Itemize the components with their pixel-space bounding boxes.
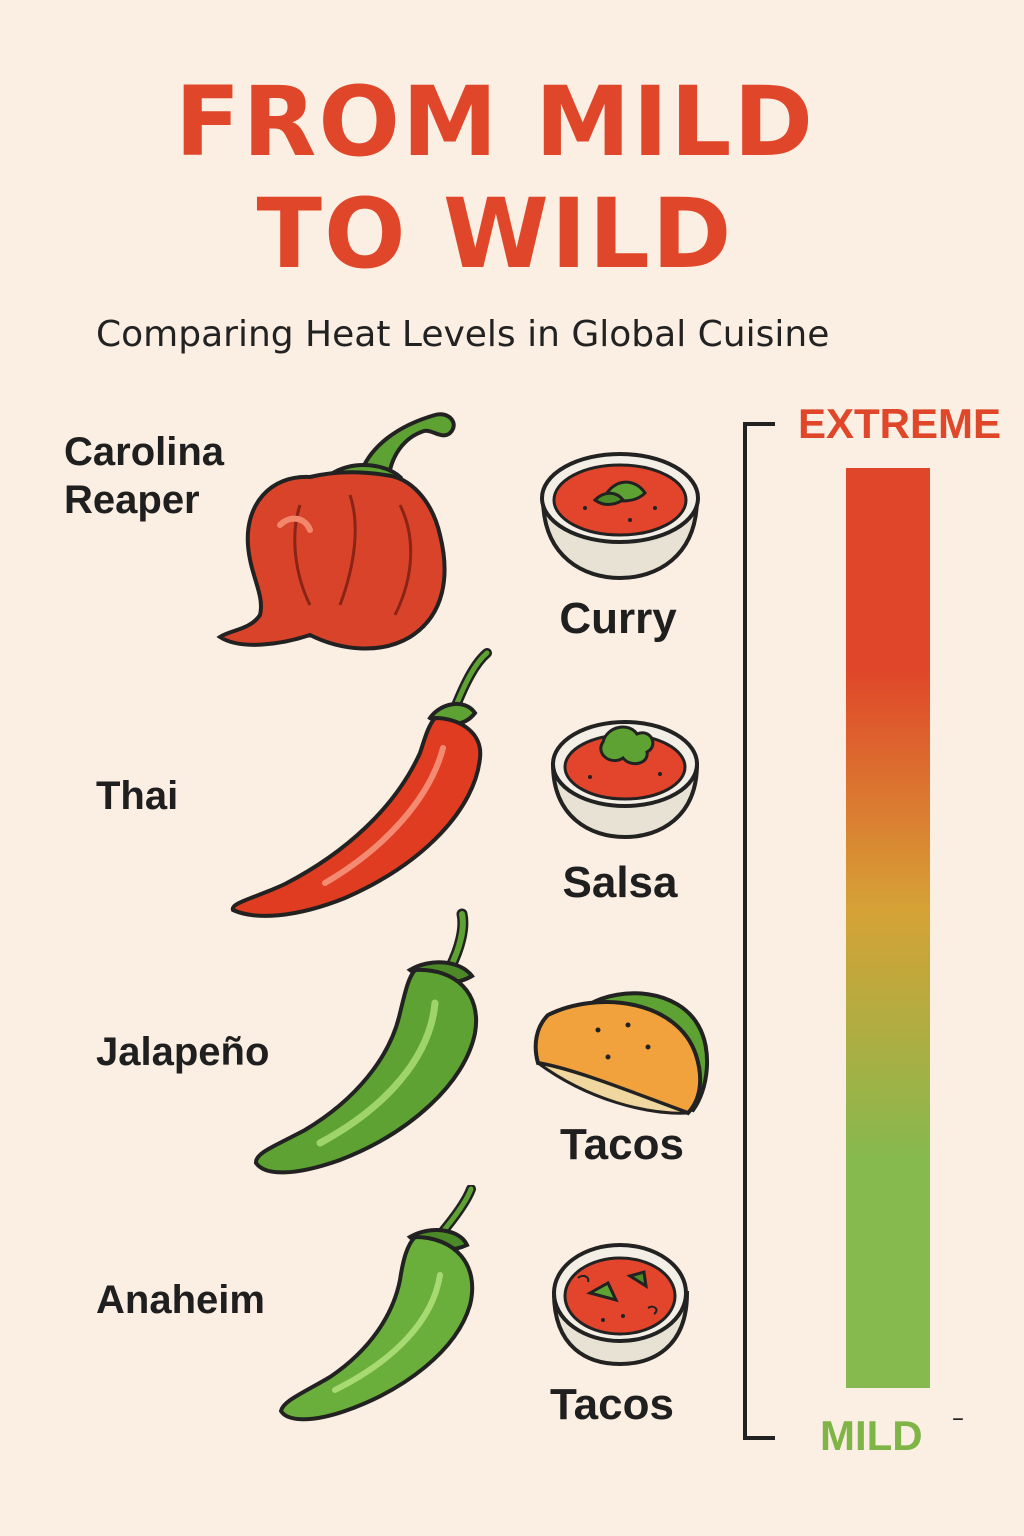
- title-line-1: FROM MILD: [174, 66, 816, 178]
- pepper-name-carolina-reaper: Carolina Reaper: [64, 428, 224, 524]
- title-line-2: TO WILD: [256, 178, 734, 290]
- scale-label-mild: MILD: [820, 1412, 923, 1459]
- carolina-reaper-pepper-icon: [216, 412, 456, 651]
- curry-bowl-icon: [540, 452, 700, 581]
- scale-label-extreme: EXTREME: [798, 400, 1002, 447]
- dish-name-salsa: Salsa: [562, 858, 678, 907]
- scale-bottom-mark: –: [952, 1404, 964, 1432]
- pepper-name-thai: Thai: [96, 774, 179, 818]
- jalapeno-pepper-icon: [254, 908, 479, 1175]
- page-subtitle: Comparing Heat Levels in Global Cuisine: [96, 314, 830, 355]
- dish-name-tacos: Tacos: [560, 1120, 684, 1169]
- thai-chili-pepper-icon: [230, 648, 492, 918]
- pepper-name-anaheim: Anaheim: [96, 1278, 265, 1322]
- pepper-name-line: Carolina: [64, 430, 225, 474]
- soup-bowl-icon: [551, 1243, 690, 1367]
- pepper-name-jalapeno: Jalapeño: [96, 1030, 270, 1074]
- scale-bracket: [743, 422, 775, 1440]
- salsa-bowl-icon: [550, 720, 700, 840]
- heat-gradient-bar: [846, 468, 930, 1388]
- page-title: FROM MILD TO WILD: [0, 66, 990, 290]
- taco-icon: [533, 991, 710, 1116]
- anaheim-pepper-icon: [278, 1185, 476, 1422]
- dish-name-curry: Curry: [559, 594, 677, 643]
- dish-name-tacos-2: Tacos: [550, 1380, 674, 1429]
- pepper-name-line: Reaper: [64, 478, 200, 522]
